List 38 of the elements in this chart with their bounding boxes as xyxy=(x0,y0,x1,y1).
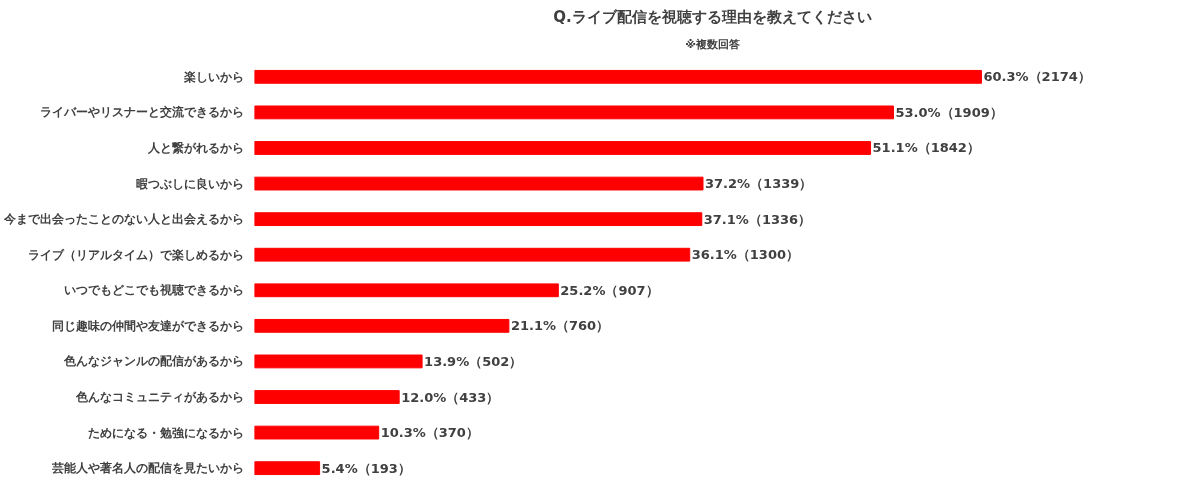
bar xyxy=(254,69,982,84)
y-tick-label: 色んなジャンルの配信があるから xyxy=(62,354,244,369)
bar xyxy=(254,283,559,298)
y-tick-label: 同じ趣味の仲間や友達ができるから xyxy=(51,318,244,333)
data-label: 13.9%（502） xyxy=(424,353,523,369)
chart-subtitle: ※複数回答 xyxy=(685,37,741,51)
y-tick-label: 楽しいから xyxy=(182,69,244,84)
y-tick-label: ためになる・勉強になるから xyxy=(87,425,244,440)
y-tick-label: ライバーやリスナーと交流できるから xyxy=(39,105,244,120)
data-label: 37.1%（1336） xyxy=(703,211,812,227)
data-label: 36.1%（1300） xyxy=(691,247,800,263)
data-label: 53.0%（1909） xyxy=(895,104,1003,120)
data-label: 21.1%（760） xyxy=(510,318,610,334)
chart-title: Q.ライブ配信を視聴する理由を教えてください xyxy=(553,7,872,26)
data-label: 25.2%（907） xyxy=(560,282,659,298)
bar xyxy=(254,247,691,262)
bar xyxy=(254,212,703,227)
data-label: 10.3%（370） xyxy=(380,425,479,441)
y-tick-label: 今まで出会ったことのない人と出会えるから xyxy=(2,212,244,227)
y-tick-label: 暇つぶしに良いから xyxy=(135,176,244,191)
bar xyxy=(254,141,872,155)
data-label: 37.2%（1339） xyxy=(704,176,813,192)
bar xyxy=(254,105,894,120)
data-label: 12.0%（433） xyxy=(401,389,500,405)
bar xyxy=(254,425,380,440)
bar xyxy=(254,461,321,476)
bar xyxy=(254,354,423,369)
data-label: 60.3%（2174） xyxy=(983,69,1091,85)
y-tick-label: ライブ（リアルタイム）で楽しめるから xyxy=(27,247,244,262)
y-tick-label: 芸能人や著名人の配信を見たいから xyxy=(50,461,244,476)
bar xyxy=(254,318,510,333)
y-tick-label: 色んなコミュニティがあるから xyxy=(74,390,244,405)
data-label: 5.4%（193） xyxy=(321,460,411,476)
bar xyxy=(254,390,400,404)
bar xyxy=(254,176,704,191)
y-tick-label: いつでもどこでも視聴できるから xyxy=(63,283,244,298)
y-tick-label: 人と繋がれるから xyxy=(146,140,244,155)
data-label: 51.1%（1842） xyxy=(872,140,980,156)
